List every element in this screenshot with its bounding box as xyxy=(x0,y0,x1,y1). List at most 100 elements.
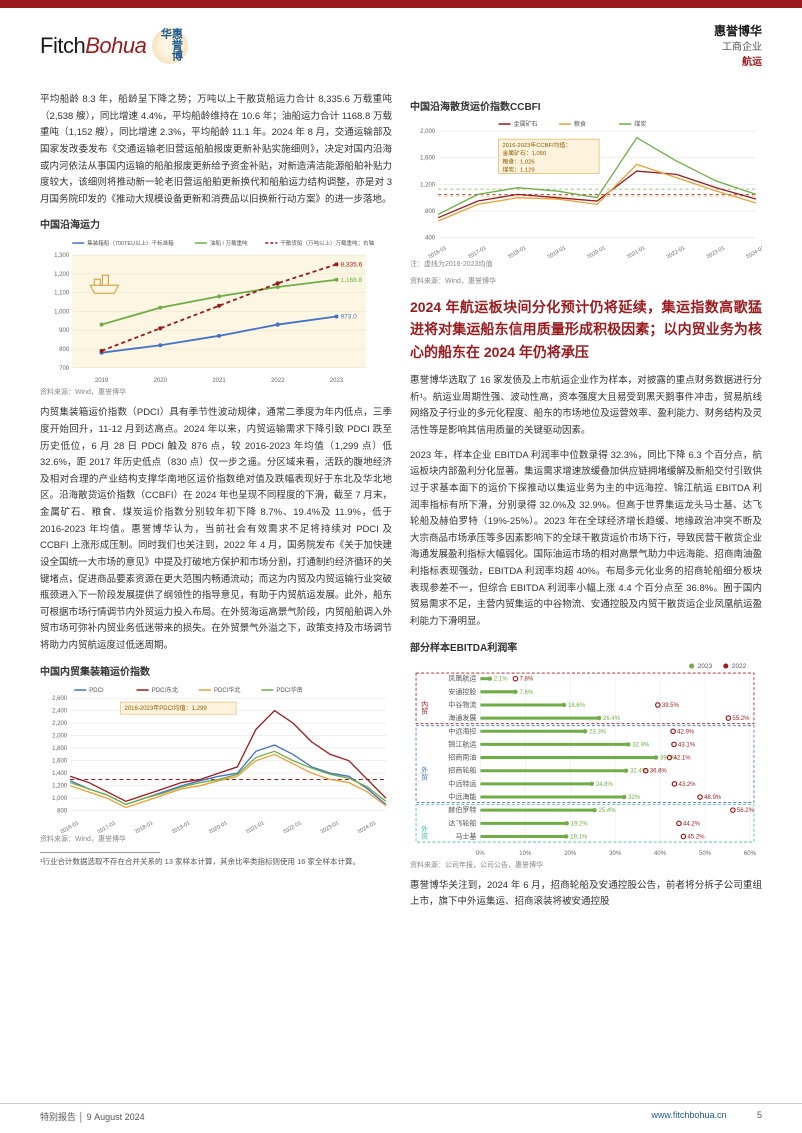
svg-text:中远海控: 中远海控 xyxy=(448,726,476,735)
svg-text:PDCI华南: PDCI华南 xyxy=(276,686,302,694)
svg-text:2019-01: 2019-01 xyxy=(547,245,568,258)
footnote-rule xyxy=(40,852,160,853)
svg-text:19.2%: 19.2% xyxy=(571,821,589,827)
svg-text:2024-01: 2024-01 xyxy=(357,820,378,833)
svg-text:48.9%: 48.9% xyxy=(704,795,722,801)
svg-text:粮食: 粮食 xyxy=(574,120,586,128)
svg-text:42.9%: 42.9% xyxy=(677,729,695,735)
svg-text:外资: 外资 xyxy=(421,824,429,840)
svg-text:800: 800 xyxy=(59,347,70,353)
svg-text:达飞轮船: 达飞轮船 xyxy=(448,818,476,827)
svg-text:36.8%: 36.8% xyxy=(650,768,668,774)
svg-text:2020-01: 2020-01 xyxy=(586,245,607,258)
chart4-title: 部分样本EBITDA利润率 xyxy=(410,639,762,654)
footer-left: 特别报告 │ 9 August 2024 xyxy=(40,1110,145,1123)
logo-fitch: Fitch xyxy=(40,33,85,58)
svg-text:马士基: 马士基 xyxy=(455,831,476,840)
svg-text:2021-01: 2021-01 xyxy=(626,245,647,258)
svg-text:集装箱船（700TEU以上）千标准箱: 集装箱船（700TEU以上）千标准箱 xyxy=(87,239,174,247)
svg-text:2024-01: 2024-01 xyxy=(745,245,762,258)
svg-text:43.1%: 43.1% xyxy=(678,742,696,748)
svg-text:1,000: 1,000 xyxy=(54,310,70,316)
svg-text:干散货船（万吨以上）万载重吨；右轴: 干散货船（万吨以上）万载重吨；右轴 xyxy=(280,239,374,247)
svg-text:700: 700 xyxy=(59,366,70,372)
chart3-note: 注：虚线为2016-2023均值 xyxy=(410,260,762,269)
svg-text:金属矿石: 金属矿石 xyxy=(514,120,538,128)
svg-text:1,168.8: 1,168.8 xyxy=(340,277,362,284)
para-fleet-age: 平均船龄 8.3 年，船龄呈下降之势；万吨以上干散货船运力合计 8,335.6 … xyxy=(40,92,392,208)
svg-text:2016-01: 2016-01 xyxy=(427,245,448,258)
svg-text:凤凰航运: 凤凰航运 xyxy=(448,673,476,682)
svg-text:2018-01: 2018-01 xyxy=(134,820,155,833)
svg-text:中远特运: 中远特运 xyxy=(448,778,476,787)
svg-text:1,100: 1,100 xyxy=(54,291,70,297)
svg-text:2019-01: 2019-01 xyxy=(171,820,192,833)
svg-text:2022: 2022 xyxy=(271,378,285,384)
svg-text:1,200: 1,200 xyxy=(54,272,70,278)
svg-text:2022-01: 2022-01 xyxy=(282,820,303,833)
svg-text:锦江航运: 锦江航运 xyxy=(448,739,476,748)
svg-text:1,600: 1,600 xyxy=(420,156,436,162)
chart2-pdci: PDCIPDCI东北PDCI华北PDCI华南8001,0001,2001,400… xyxy=(40,682,392,833)
chart1-title: 中国沿海运力 xyxy=(40,216,392,231)
svg-text:45.2%: 45.2% xyxy=(687,834,705,840)
svg-text:8,335.6: 8,335.6 xyxy=(340,262,362,269)
svg-text:23.3%: 23.3% xyxy=(589,729,607,735)
svg-text:中谷物流: 中谷物流 xyxy=(448,700,476,709)
svg-text:2,000: 2,000 xyxy=(52,733,68,739)
industry-line: 航运 xyxy=(714,55,762,70)
logo: FitchBohua 惠誉博华 xyxy=(40,22,188,70)
logo-seal-icon: 惠誉博华 xyxy=(152,28,188,64)
svg-text:赫伯罗特: 赫伯罗特 xyxy=(448,805,476,814)
svg-text:42.1%: 42.1% xyxy=(674,755,692,761)
svg-text:26.4%: 26.4% xyxy=(603,716,621,722)
svg-text:32.4%: 32.4% xyxy=(630,768,648,774)
chart4-source: 资料来源：公司年报，公司公告，惠誉博华 xyxy=(410,861,762,870)
svg-text:50%: 50% xyxy=(699,851,712,857)
svg-text:18.6%: 18.6% xyxy=(568,703,586,709)
svg-text:1,200: 1,200 xyxy=(420,182,436,188)
sector-line: 工商企业 xyxy=(714,40,762,55)
svg-text:2017-01: 2017-01 xyxy=(467,245,488,258)
chart4-ebitda: 202320220%10%20%30%40%50%60%凤凰航运2.1%7.8%… xyxy=(410,658,762,859)
svg-text:55.2%: 55.2% xyxy=(732,716,750,722)
svg-text:19.1%: 19.1% xyxy=(570,834,588,840)
header: FitchBohua 惠誉博华 惠誉博华 工商企业 航运 xyxy=(0,8,802,74)
svg-text:2,200: 2,200 xyxy=(52,721,68,727)
header-meta: 惠誉博华 工商企业 航运 xyxy=(714,22,762,70)
svg-text:2019: 2019 xyxy=(95,378,109,384)
svg-text:2023: 2023 xyxy=(330,378,344,384)
publisher-name: 惠誉博华 xyxy=(714,22,762,40)
svg-text:1,300: 1,300 xyxy=(54,253,70,259)
svg-text:金属矿石：1,050: 金属矿石：1,050 xyxy=(503,149,547,157)
svg-text:内贸: 内贸 xyxy=(421,699,429,715)
svg-text:800: 800 xyxy=(425,209,436,215)
svg-text:1,600: 1,600 xyxy=(52,758,68,764)
svg-text:39.5%: 39.5% xyxy=(662,703,680,709)
svg-text:10%: 10% xyxy=(519,851,532,857)
svg-text:2022-01: 2022-01 xyxy=(666,245,687,258)
footnote: ¹行业合计数据选取不存在合并关系的 13 家样本计算，其余比率类指标则使用 16… xyxy=(40,856,392,867)
svg-text:2,600: 2,600 xyxy=(52,696,68,702)
svg-text:中远海能: 中远海能 xyxy=(448,792,476,801)
page-number: 5 xyxy=(757,1110,762,1120)
svg-text:2021-01: 2021-01 xyxy=(245,820,266,833)
svg-text:海通发展: 海通发展 xyxy=(448,713,476,722)
svg-text:7.8%: 7.8% xyxy=(519,689,533,695)
svg-text:2.1%: 2.1% xyxy=(494,676,508,682)
svg-text:1,800: 1,800 xyxy=(52,746,68,752)
chart3-source: 资料来源：Wind，惠誉博华 xyxy=(410,277,762,286)
svg-text:60%: 60% xyxy=(744,851,757,857)
svg-text:油船 / 万载重吨: 油船 / 万载重吨 xyxy=(210,239,248,247)
svg-text:900: 900 xyxy=(59,329,70,335)
chart3-ccbfi: 金属矿石粮食煤炭4008001,2001,6002,0002016-012017… xyxy=(410,117,762,258)
svg-text:2021: 2021 xyxy=(212,378,226,384)
left-column: 平均船龄 8.3 年，船龄呈下降之势；万吨以上干散货船运力合计 8,335.6 … xyxy=(40,92,392,919)
svg-text:2020-01: 2020-01 xyxy=(208,820,229,833)
svg-text:1,000: 1,000 xyxy=(52,796,68,802)
svg-text:1,200: 1,200 xyxy=(52,783,68,789)
para-announcement: 惠誉博华关注到，2024 年 6 月，招商轮船及安通控股公告，前者将分拆子公司重… xyxy=(410,878,762,911)
svg-text:PDCI: PDCI xyxy=(89,688,104,694)
svg-text:2023-01: 2023-01 xyxy=(319,820,340,833)
content-columns: 平均船龄 8.3 年，船龄呈下降之势；万吨以上干散货船运力合计 8,335.6 … xyxy=(0,74,802,919)
